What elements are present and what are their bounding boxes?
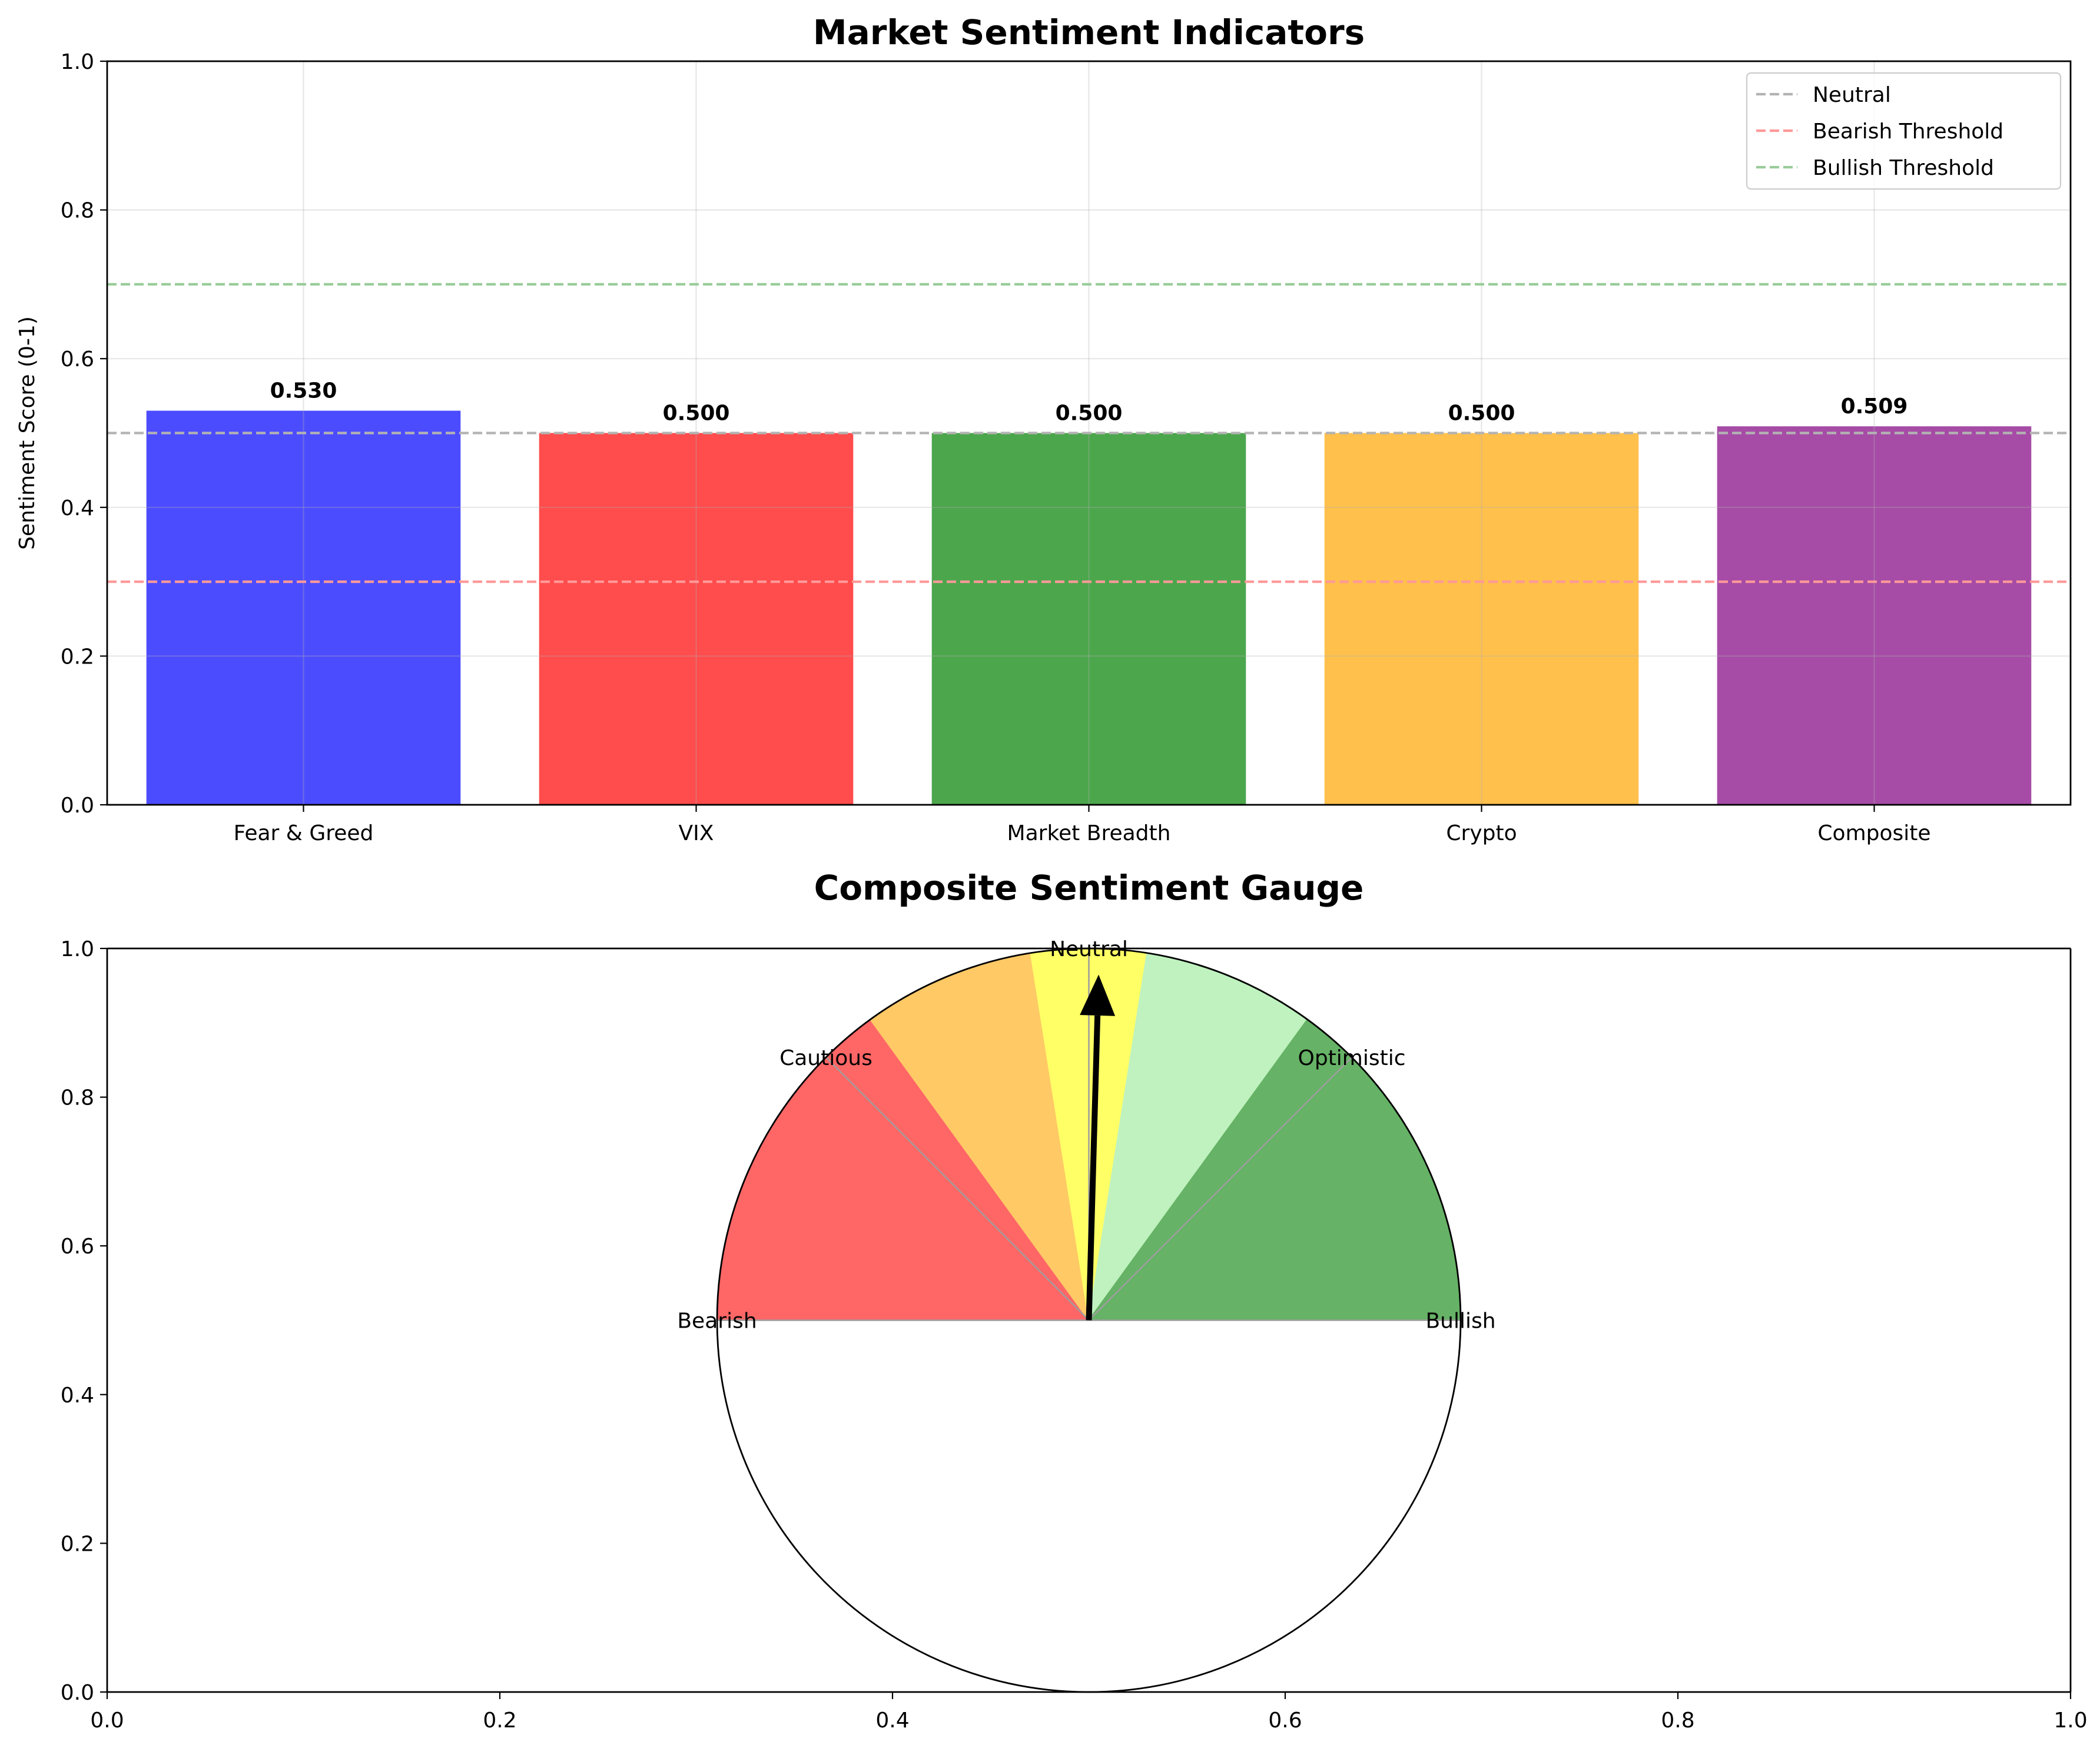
y-tick-label: 0.0 [61,1681,94,1705]
x-tick-label: VIX [679,821,714,845]
y-tick-label: 0.0 [61,794,94,818]
y-tick-label: 0.4 [61,1384,94,1408]
chart-title: Composite Sentiment Gauge [814,868,1364,908]
legend-label: Bullish Threshold [1813,156,1994,180]
y-tick-label: 0.6 [61,1235,94,1259]
chart-title: Market Sentiment Indicators [813,12,1365,52]
x-tick-label: 0.4 [875,1708,909,1733]
y-axis-label: Sentiment Score (0-1) [15,316,39,550]
gauge-radial-line [825,1057,1090,1321]
gauge-needle [1086,1015,1101,1321]
legend-box [1746,72,2062,190]
y-tick-label: 1.0 [61,937,94,961]
bar-value-label: 0.500 [663,402,730,426]
x-tick-label: 1.0 [2053,1708,2087,1733]
bar-value-label: 0.509 [1841,394,1908,419]
bar-0 [146,410,461,805]
y-tick-label: 0.8 [61,199,94,223]
bar-3 [1324,433,1639,805]
bar-value-label: 0.530 [270,379,337,403]
gauge-label-cautious: Cautious [779,1046,872,1070]
gauge-needle-head [1080,974,1116,1016]
x-tick-label: Market Breadth [1007,821,1171,845]
x-tick-label: 0.6 [1268,1708,1302,1733]
legend-label: Neutral [1813,83,1891,107]
legend: Neutral Bearish Threshold Bullish Threshol… [1746,72,2062,190]
gauge-label-optimistic: Optimistic [1298,1046,1406,1070]
x-tick-label: Composite [1817,821,1930,845]
gauge-label-bullish: Bullish [1425,1309,1495,1333]
y-tick-label: 0.2 [61,1532,94,1556]
bar-1 [539,433,854,805]
y-tick-label: 0.6 [61,347,94,371]
bar-chart-market-sentiment: 0.530 0.500 0.500 0.500 0.509 0.0 0.2 0.4 0.6 0.8… [15,12,2072,845]
x-tick-label: 0.2 [483,1708,516,1733]
bar-2 [931,433,1246,805]
gauge-chart-composite: Bearish Cautious Neutral Optimistic Bullish 0… [61,868,2088,1733]
x-tick-label: 0.8 [1661,1708,1694,1733]
y-tick-label: 0.4 [61,496,94,520]
bar-value-label: 0.500 [1448,402,1515,426]
bar-value-label: 0.500 [1056,402,1123,426]
y-tick-label: 1.0 [61,50,94,74]
x-tick-label: 0.0 [90,1708,124,1733]
gauge-label-bearish: Bearish [677,1309,757,1333]
x-tick-label: Fear & Greed [234,821,374,845]
y-tick-label: 0.8 [61,1086,94,1110]
x-tick-label: Crypto [1446,821,1517,845]
gauge-radial-line [1088,1057,1352,1321]
bar-4 [1717,426,2032,805]
legend-label: Bearish Threshold [1813,120,2003,144]
y-tick-label: 0.2 [61,645,94,669]
gauge-label-neutral: Neutral [1050,937,1128,961]
